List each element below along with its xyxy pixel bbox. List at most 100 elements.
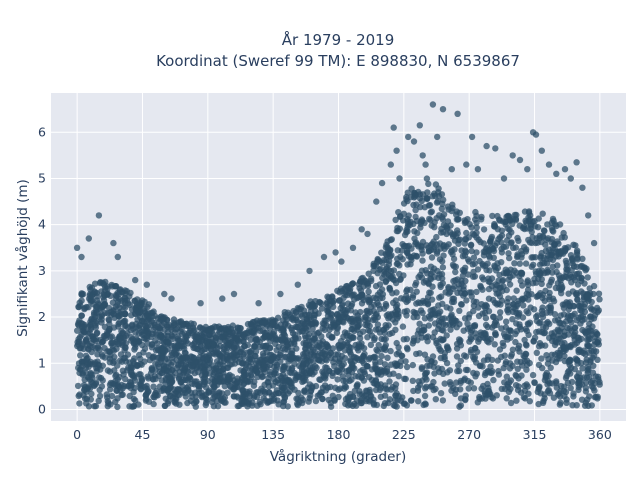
data-point (584, 294, 591, 301)
data-point (561, 352, 568, 360)
y-tick-label: 6 (38, 124, 46, 139)
data-point (87, 321, 94, 329)
data-point (322, 370, 330, 378)
data-point (523, 381, 530, 388)
data-point (462, 392, 469, 399)
data-point (562, 318, 570, 325)
data-point (311, 302, 318, 310)
x-tick-label: 360 (588, 427, 612, 442)
data-point (428, 208, 435, 215)
data-point (549, 263, 556, 270)
data-point (483, 142, 490, 150)
data-point (271, 371, 278, 378)
data-point (209, 399, 216, 406)
data-point (578, 274, 585, 282)
data-point (357, 278, 364, 285)
data-point (462, 366, 470, 374)
data-point (287, 382, 294, 390)
data-point (387, 161, 394, 168)
data-point (284, 341, 292, 348)
data-point (126, 359, 133, 366)
data-point (384, 244, 391, 251)
data-point (441, 245, 448, 252)
data-point (179, 331, 186, 338)
data-point (530, 337, 537, 345)
data-point (181, 389, 189, 397)
data-point (370, 260, 377, 267)
data-point (310, 311, 318, 319)
data-point (461, 375, 468, 382)
data-point (292, 335, 299, 342)
data-point (390, 124, 397, 131)
data-point (278, 377, 285, 385)
data-point (498, 239, 505, 246)
data-point (548, 337, 556, 345)
data-point (504, 268, 511, 275)
data-point (372, 326, 380, 333)
data-point (349, 280, 357, 287)
data-point (461, 252, 469, 259)
data-point (429, 101, 437, 108)
data-point (329, 392, 336, 399)
data-point (572, 271, 579, 278)
data-point (106, 386, 114, 393)
data-point (569, 402, 576, 409)
data-point (357, 397, 364, 404)
data-point (447, 326, 454, 333)
data-point (395, 349, 402, 356)
chart-title: År 1979 - 2019 (282, 30, 395, 49)
data-point (397, 253, 404, 260)
y-tick-label: 2 (38, 309, 46, 324)
data-point (443, 343, 451, 350)
data-point (442, 321, 449, 329)
data-point (505, 306, 512, 313)
data-point (144, 322, 151, 330)
data-point (397, 213, 404, 220)
data-point (211, 384, 218, 391)
data-point (361, 350, 368, 358)
data-point (174, 341, 182, 349)
data-point (132, 276, 139, 284)
data-point (285, 358, 292, 365)
data-point (120, 319, 127, 326)
data-point (165, 367, 172, 375)
data-point (565, 290, 572, 297)
data-point (524, 225, 531, 232)
data-point (533, 270, 540, 278)
data-point (465, 385, 472, 392)
data-point (432, 181, 440, 188)
data-point (168, 295, 175, 302)
data-point (544, 260, 551, 267)
data-point (251, 378, 258, 386)
data-point (342, 378, 350, 385)
data-point (415, 299, 422, 306)
data-point (416, 381, 424, 389)
data-point (560, 311, 568, 318)
data-point (432, 396, 439, 403)
x-tick-label: 135 (261, 427, 285, 442)
data-point (141, 313, 149, 320)
data-point (224, 364, 231, 372)
data-point (295, 389, 302, 397)
data-point (437, 354, 445, 362)
data-point (95, 397, 102, 404)
data-point (214, 392, 221, 400)
data-point (177, 361, 185, 368)
data-point (506, 254, 513, 262)
data-point (412, 206, 419, 214)
data-point (260, 395, 267, 402)
data-point (158, 370, 165, 377)
data-point (482, 262, 489, 269)
data-point (440, 221, 448, 229)
data-point (361, 316, 369, 324)
data-point (128, 312, 135, 319)
data-point (374, 270, 381, 277)
data-point (502, 218, 509, 226)
data-point (595, 290, 603, 297)
data-point (518, 372, 525, 379)
data-point (114, 340, 121, 347)
data-point (573, 159, 580, 166)
x-tick-label: 315 (523, 427, 547, 442)
data-point (436, 346, 443, 353)
data-point (348, 300, 356, 308)
